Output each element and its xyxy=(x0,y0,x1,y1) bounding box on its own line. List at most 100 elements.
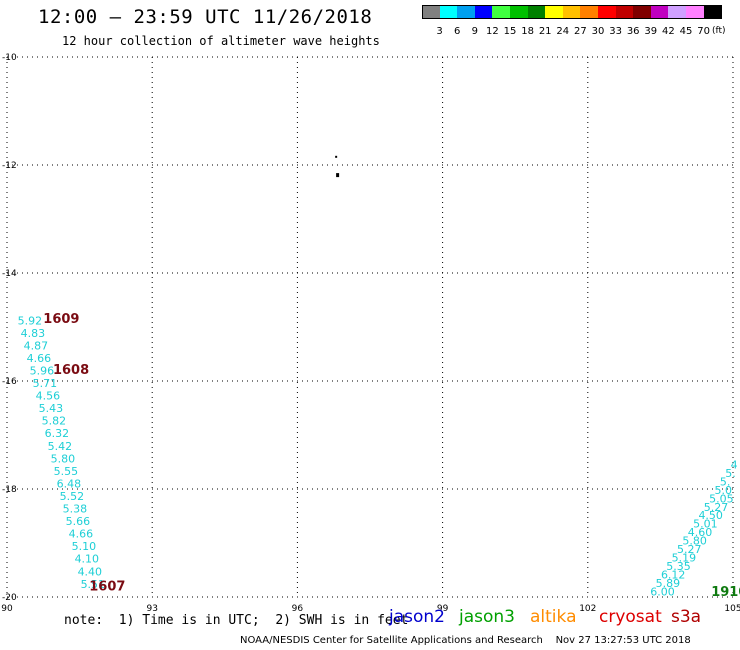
pass-time-label: 1607 xyxy=(89,580,125,595)
color-swatch xyxy=(545,5,564,19)
color-swatch xyxy=(668,5,687,19)
color-scale-label: 45 xyxy=(679,26,693,37)
swh-value-label: 4.40 xyxy=(78,565,103,578)
swh-value-label: 5.27 xyxy=(677,543,702,556)
color-swatch xyxy=(562,5,581,19)
satellite-legend-altika: altika xyxy=(530,607,577,627)
color-scale-label: 21 xyxy=(538,26,552,37)
swh-value-label: 5.92 xyxy=(18,314,43,327)
color-scale-label: 39 xyxy=(644,26,658,37)
swh-value-label: 5.43 xyxy=(39,402,64,415)
swh-value-label: 5.80 xyxy=(682,535,707,548)
satellite-legend-cryosat: cryosat xyxy=(599,607,662,627)
longitude-tick-label: 102 xyxy=(579,604,596,614)
swh-value-label: 5.35 xyxy=(666,560,691,573)
color-swatch xyxy=(474,5,493,19)
color-scale-label: 12 xyxy=(486,26,499,37)
color-scale-label: 42 xyxy=(662,26,675,37)
color-scale-label: 18 xyxy=(521,26,534,37)
swh-value-label: 4.56 xyxy=(36,390,61,403)
longitude-tick-label: 99 xyxy=(437,604,449,614)
swh-value-label: 5.0 xyxy=(715,484,733,497)
color-scale-label: 9 xyxy=(471,26,478,37)
color-swatch xyxy=(457,5,476,19)
color-scale-label: 24 xyxy=(556,26,570,37)
map-title: 12:00 — 23:59 UTC 11/26/2018 xyxy=(38,6,373,28)
pass-time-label: 1608 xyxy=(53,363,89,378)
color-scale-label: 30 xyxy=(591,26,605,37)
color-scale-label: 3 xyxy=(436,26,443,37)
swh-value-label: 5. xyxy=(720,475,731,488)
color-swatch xyxy=(633,5,652,19)
swh-value-label: 6.12 xyxy=(661,568,686,581)
swh-value-label: 4.50 xyxy=(698,509,723,522)
color-swatch xyxy=(492,5,511,19)
map-subtitle: 12 hour collection of altimeter wave hei… xyxy=(62,34,380,48)
swh-value-label: 5.05 xyxy=(709,492,734,505)
latitude-tick-label: -16 xyxy=(2,377,17,387)
color-scale-label: 15 xyxy=(503,26,517,37)
latitude-tick-label: -18 xyxy=(2,485,17,495)
swh-value-label: 5.01 xyxy=(693,518,718,531)
satellite-legend-s3a: s3a xyxy=(671,607,702,627)
longitude-tick-label: 90 xyxy=(1,604,13,614)
satellite-legend-jason2: jason2 xyxy=(389,607,445,627)
longitude-tick-label: 96 xyxy=(292,604,304,614)
color-swatch xyxy=(439,5,458,19)
swh-value-label: 5.42 xyxy=(48,440,73,453)
swh-value-label: 5. xyxy=(725,467,736,480)
swh-value-label: 5.10 xyxy=(72,540,97,553)
latitude-tick-label: -14 xyxy=(2,269,17,279)
color-scale-label: 33 xyxy=(609,26,622,37)
footnote: note: 1) Time is in UTC; 2) SWH is in fe… xyxy=(64,613,409,628)
swh-value-label: 5.71 xyxy=(33,377,58,390)
color-swatch xyxy=(703,5,722,19)
color-swatch xyxy=(510,5,529,19)
latitude-tick-label: -20 xyxy=(2,593,17,603)
swh-value-label: 4.60 xyxy=(688,526,713,539)
swh-value-label: 4.83 xyxy=(21,327,45,340)
color-scale-label: 27 xyxy=(574,26,587,37)
credit-line: NOAA/NESDIS Center for Satellite Applica… xyxy=(240,635,691,646)
swh-value-label: 5.19 xyxy=(672,552,697,565)
color-swatch xyxy=(527,5,546,19)
longitude-tick-label: 105 xyxy=(724,604,740,614)
swh-value-label: 5.52 xyxy=(60,490,85,503)
color-swatch xyxy=(598,5,617,19)
swh-value-label: 5.82 xyxy=(42,415,67,428)
swh-value-label: 6.32 xyxy=(45,427,69,440)
color-swatch xyxy=(686,5,705,19)
swh-value-label: 5.80 xyxy=(51,452,76,465)
island-mark xyxy=(336,173,340,178)
color-scale-label: 6 xyxy=(454,26,461,37)
swh-value-label: 4.66 xyxy=(69,528,94,541)
swh-value-label: 5.55 xyxy=(54,465,79,478)
longitude-tick-label: 93 xyxy=(146,604,157,614)
swh-value-label: 5.27 xyxy=(704,501,729,514)
swh-value-label: 5.89 xyxy=(656,577,681,590)
color-swatch xyxy=(580,5,599,19)
island-mark xyxy=(335,155,338,158)
color-swatch xyxy=(650,5,669,19)
swh-value-label: 4.66 xyxy=(27,352,52,365)
pass-time-label: 1609 xyxy=(43,312,79,327)
satellite-legend-jason3: jason3 xyxy=(459,607,515,627)
latitude-tick-label: -10 xyxy=(2,53,17,63)
pass-time-label: 1910 xyxy=(711,585,740,600)
swh-value-label: 6.00 xyxy=(650,585,675,598)
swh-value-label: 4.87 xyxy=(24,339,49,352)
swh-value-label: 4.10 xyxy=(75,553,100,566)
swh-value-label: 5.96 xyxy=(30,364,54,377)
swh-value-label: 5.38 xyxy=(63,503,88,516)
swh-value-label: 6.48 xyxy=(57,477,82,490)
color-swatch xyxy=(422,5,441,19)
color-bar-border xyxy=(422,5,722,19)
color-scale-unit: (ft) xyxy=(712,26,726,36)
swh-value-label: 4 xyxy=(731,458,738,471)
color-swatch xyxy=(615,5,634,19)
swh-value-label: 5.51 xyxy=(81,578,106,591)
swh-value-label: 5.66 xyxy=(66,515,91,528)
latitude-tick-label: -12 xyxy=(2,161,17,171)
color-scale-label: 36 xyxy=(626,26,640,37)
